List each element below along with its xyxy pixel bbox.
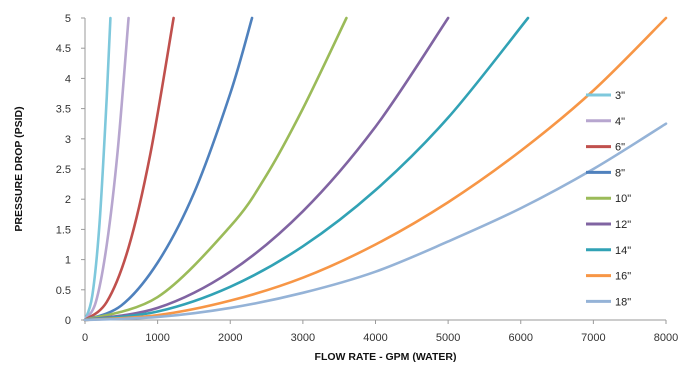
x-tick-label: 3000: [291, 332, 315, 344]
x-tick-label: 8000: [654, 332, 678, 344]
y-tick-label: 0: [65, 315, 71, 327]
y-tick-label: 1.5: [56, 224, 71, 236]
x-axis-title: FLOW RATE - GPM (WATER): [315, 351, 457, 363]
y-axis-title: PRESSURE DROP (PSID): [13, 106, 25, 231]
series-lines: [83, 16, 668, 322]
x-tick-label: 1000: [145, 332, 169, 344]
legend-label: 14": [615, 245, 631, 257]
x-tick-label: 5000: [436, 332, 460, 344]
series-line-3: [83, 16, 175, 322]
legend-label: 10": [615, 193, 631, 205]
legend-label: 18": [615, 296, 631, 308]
x-tick-label: 4000: [363, 332, 387, 344]
series-line-8: [83, 16, 668, 322]
legend-label: 4": [615, 116, 625, 128]
y-tick-label: 4: [65, 73, 71, 85]
legend-label: 8": [615, 167, 625, 179]
y-tick-label: 3.5: [56, 104, 71, 116]
y-tick-label: 5: [65, 13, 71, 25]
legend-label: 12": [615, 219, 631, 231]
series-line-1: [83, 16, 112, 322]
y-tick-label: 2: [65, 194, 71, 206]
legend-label: 16": [615, 271, 631, 283]
x-tick-label: 2000: [218, 332, 242, 344]
series-line-4: [83, 16, 254, 322]
y-tick-label: 1: [65, 255, 71, 267]
x-tick-label: 0: [82, 332, 88, 344]
x-tick-label: 7000: [581, 332, 605, 344]
y-tick-labels: 0 0.5 1 1.5 2 2.5 3 3.5 4 4.5 5: [56, 13, 85, 327]
chart-legend: 3" 4" 6" 8" 10" 12" 14" 16" 18": [586, 90, 631, 308]
x-tick-labels: 0 1000 2000 3000 4000 5000 6000 7000 8000: [82, 320, 678, 344]
x-tick-label: 6000: [509, 332, 533, 344]
legend-label: 6": [615, 142, 625, 154]
y-tick-label: 0.5: [56, 285, 71, 297]
series-line-9: [83, 122, 668, 322]
y-tick-label: 3: [65, 134, 71, 146]
series-line-7: [83, 16, 530, 322]
series-line-5: [83, 16, 348, 322]
legend-label: 3": [615, 90, 625, 102]
y-tick-label: 2.5: [56, 164, 71, 176]
series-line-2: [83, 16, 130, 322]
y-tick-label: 4.5: [56, 43, 71, 55]
series-line-6: [83, 16, 450, 322]
chart-axes: [84, 18, 666, 321]
